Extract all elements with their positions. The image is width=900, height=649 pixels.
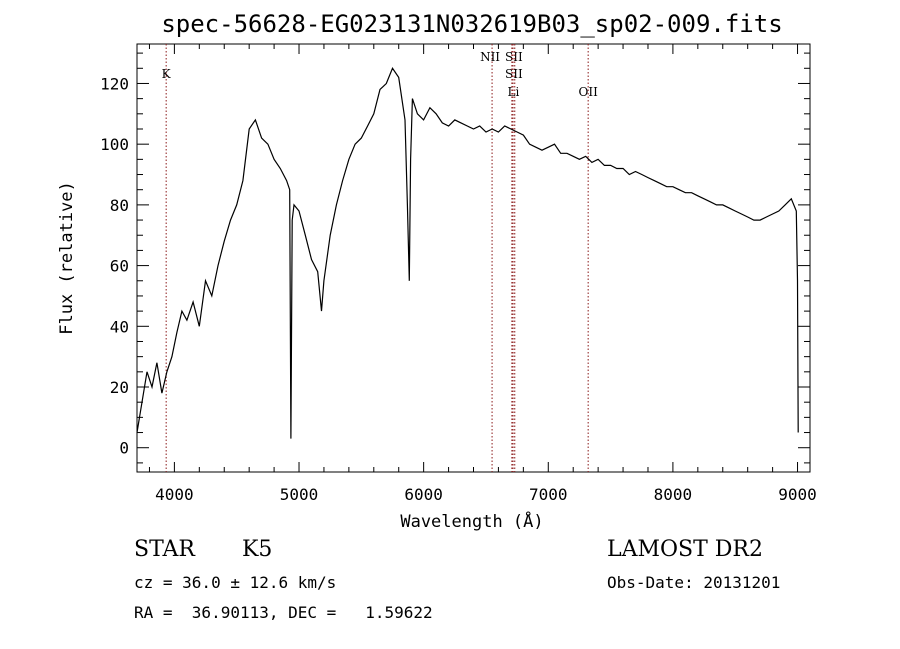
line-markers: K NII SII SII Li OII [162, 44, 598, 472]
line-marker-label: OII [578, 85, 598, 99]
spectral-subclass: K5 [242, 537, 273, 562]
y-axis-label: Flux (relative) [57, 181, 77, 335]
spectrum-line [136, 67, 799, 439]
x-axis-label: Wavelength (Å) [400, 510, 543, 532]
y-tick-label: 60 [110, 257, 129, 276]
redshift-readout: cz = 36.0 ± 12.6 km/s [134, 573, 337, 592]
y-tick-label: 0 [119, 439, 129, 458]
x-tick-label: 9000 [778, 485, 817, 504]
x-tick-label: 4000 [155, 485, 194, 504]
observation-date: Obs-Date: 20131201 [607, 573, 781, 592]
x-tick-label: 8000 [654, 485, 693, 504]
line-marker-label: K [162, 67, 172, 81]
x-tick-label: 7000 [529, 485, 568, 504]
y-tick-label: 120 [100, 74, 129, 93]
spectral-class: STAR [134, 537, 195, 562]
y-tick-label: 40 [110, 317, 129, 336]
line-marker-label: SII [505, 50, 523, 64]
x-tick-label: 5000 [280, 485, 319, 504]
line-marker-label: SII [505, 67, 523, 81]
chart-title: spec-56628-EG023131N032619B03_sp02-009.f… [161, 10, 782, 38]
survey-name: LAMOST DR2 [607, 537, 763, 562]
y-tick-label: 20 [110, 378, 129, 397]
line-marker-label: Li [507, 85, 519, 99]
line-marker-label: NII [480, 50, 500, 64]
y-tick-label: 100 [100, 135, 129, 154]
axis-ticks: 4000 5000 6000 7000 8000 9000 0 20 40 60 80 100 120 [100, 44, 817, 504]
plot-frame [136, 43, 811, 473]
y-tick-label: 80 [110, 196, 129, 215]
ra-dec-readout: RA = 36.90113, DEC = 1.59622 [134, 603, 433, 622]
x-tick-label: 6000 [404, 485, 443, 504]
